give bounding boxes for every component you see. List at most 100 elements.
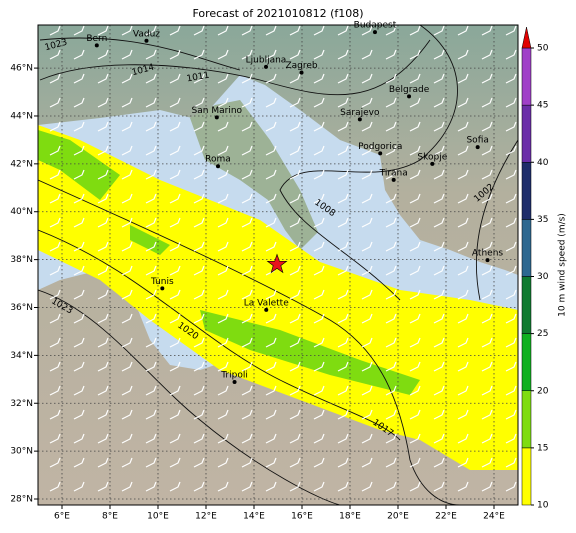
wind-barb [433, 73, 445, 84]
wind-barb [49, 481, 61, 492]
city-marker [160, 286, 165, 291]
wind-barb [433, 97, 445, 108]
wind-barb [505, 97, 517, 108]
wind-barb [457, 361, 469, 372]
wind-barb [409, 265, 421, 276]
wind-barb [145, 193, 157, 204]
wind-barb [193, 289, 205, 300]
wind-barb [457, 433, 469, 444]
wind-barb [49, 217, 61, 228]
city-marker [264, 64, 268, 69]
wind-barb [169, 337, 181, 348]
wind-barb [169, 481, 181, 492]
wind-barb [505, 169, 517, 180]
wind-barb [97, 433, 109, 444]
wind-barb [361, 265, 373, 276]
wind-barb [169, 169, 181, 180]
wind-barb [481, 313, 493, 324]
wind-barb [145, 25, 157, 36]
wind-barb [481, 409, 493, 420]
target-star [266, 253, 288, 274]
wind-barb [241, 217, 253, 228]
wind-barb [289, 25, 301, 36]
wind-barb [337, 433, 349, 444]
wind-barb [169, 265, 181, 276]
wind-barb [409, 289, 421, 300]
wind-barb [241, 457, 253, 468]
wind-barb [169, 385, 181, 396]
wind-barb [385, 457, 397, 468]
wind-barb [265, 97, 277, 108]
wind-barb [97, 193, 109, 204]
wind-barb [481, 169, 493, 180]
wind-barb [217, 457, 229, 468]
wind-barb [169, 217, 181, 228]
wind-barb [265, 385, 277, 396]
wind-barb [481, 145, 493, 156]
wind-barb [145, 217, 157, 228]
wind-barb [73, 49, 85, 60]
x-tick-label: 24°E [483, 512, 505, 522]
wind-barb [409, 457, 421, 468]
wind-barb [457, 289, 469, 300]
wind-barb [481, 481, 493, 492]
wind-barb [457, 121, 469, 132]
wind-barb [145, 121, 157, 132]
wind-barb [73, 289, 85, 300]
wind-barb [457, 241, 469, 252]
wind-barb [385, 193, 397, 204]
wind-barb [265, 361, 277, 372]
wind-barb [121, 433, 133, 444]
colorbar-tick-label: 15 [537, 443, 548, 453]
wind-barb [193, 481, 205, 492]
wind-barb [169, 313, 181, 324]
wind-band-strong [38, 130, 120, 200]
wind-barb [49, 97, 61, 108]
x-tick-label: 10°E [147, 512, 169, 522]
wind-barb [505, 313, 517, 324]
city-marker [407, 94, 412, 99]
wind-barb [409, 217, 421, 228]
wind-barb [313, 193, 325, 204]
wind-barb [49, 457, 61, 468]
wind-barb [241, 145, 253, 156]
wind-barb [313, 169, 325, 180]
wind-barb [409, 433, 421, 444]
wind-barb [385, 241, 397, 252]
wind-barb [313, 25, 325, 36]
wind-barb [145, 145, 157, 156]
wind-barb [97, 241, 109, 252]
wind-barb [481, 193, 493, 204]
wind-barb [49, 169, 61, 180]
wind-barb [505, 265, 517, 276]
wind-barb [337, 457, 349, 468]
wind-barb [289, 409, 301, 420]
wind-barb [217, 121, 229, 132]
city-label: Tirana [379, 168, 408, 178]
wind-barb [73, 217, 85, 228]
wind-barb [313, 409, 325, 420]
wind-barb [289, 73, 301, 84]
wind-barb [337, 313, 349, 324]
wind-barb [73, 73, 85, 84]
wind-barb [505, 25, 517, 36]
wind-barb [121, 241, 133, 252]
wind-barb [241, 313, 253, 324]
wind-barb [49, 433, 61, 444]
isobar [38, 289, 341, 505]
wind-barb [481, 433, 493, 444]
wind-barb [145, 409, 157, 420]
wind-barb [73, 385, 85, 396]
wind-barb [289, 313, 301, 324]
wind-barb [433, 313, 445, 324]
wind-barb [409, 145, 421, 156]
wind-barb [337, 481, 349, 492]
y-tick-label: 32°N [10, 399, 33, 409]
wind-barb [505, 193, 517, 204]
wind-barb [457, 265, 469, 276]
colorbar-tick-label: 25 [537, 329, 548, 339]
map-title: Forecast of 2021010812 (f108) [192, 7, 363, 20]
wind-barb [337, 145, 349, 156]
wind-barb [505, 457, 517, 468]
